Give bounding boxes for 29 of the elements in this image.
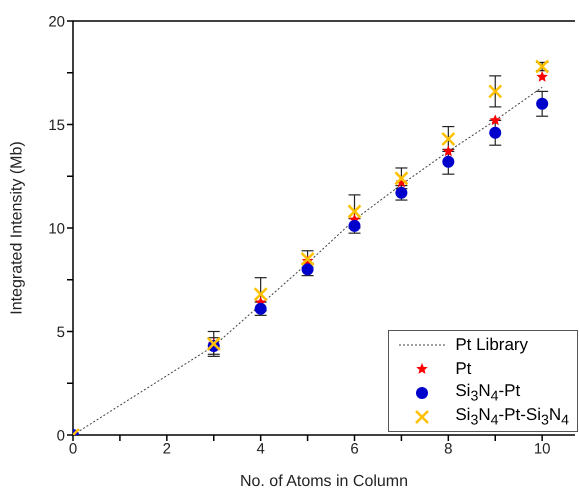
y-tick-label: 20 (48, 13, 65, 30)
x-tick-label: 10 (534, 440, 551, 458)
point (536, 70, 548, 82)
legend-label: Si$_{3}$N$_{4}$-Pt-Si$_{3}$N$_{4}$ (455, 405, 569, 429)
y-axis-title: Integrated Intensity (Mb) (8, 141, 26, 315)
point (394, 171, 409, 186)
point (347, 204, 362, 219)
point (490, 114, 501, 126)
legend-label: Pt (455, 359, 472, 379)
point (442, 156, 454, 168)
point (206, 336, 221, 352)
point (253, 286, 268, 302)
y-tick-label: 10 (48, 220, 65, 238)
y-tick-label: 15 (48, 116, 65, 134)
legend-label: Pt Library (455, 335, 528, 355)
x-tick-label: 2 (162, 440, 172, 458)
x-tick-label: 6 (350, 440, 359, 458)
x-tick-label: 0 (68, 440, 78, 458)
x-tick-label: 8 (444, 440, 452, 458)
y-tick-label: 0 (56, 427, 65, 444)
point (442, 145, 454, 156)
legend-label: Si$_{3}$N$_{4}$-Pt (455, 381, 520, 405)
point (441, 132, 456, 146)
x-axis-title: No. of Atoms in Column (240, 473, 408, 490)
y-tick-label: 5 (56, 324, 65, 341)
point (536, 98, 548, 110)
x-tick-label: 4 (256, 440, 265, 458)
point (489, 126, 502, 139)
point (488, 84, 502, 99)
